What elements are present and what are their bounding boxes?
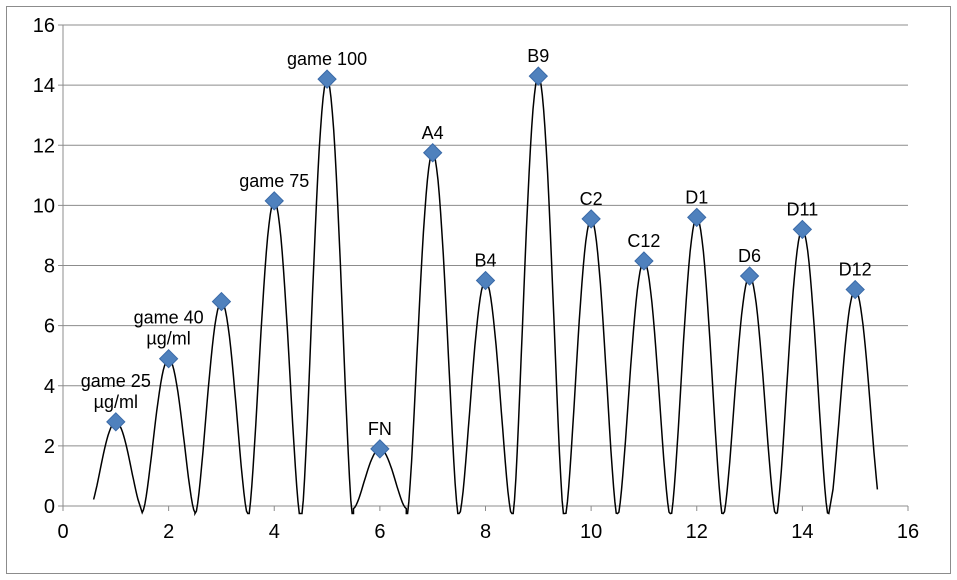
y-tick-label: 12	[33, 135, 55, 157]
data-point-marker	[687, 207, 707, 228]
data-point-marker	[264, 191, 284, 211]
data-label: D12	[839, 260, 872, 280]
x-tick-label: 12	[686, 521, 708, 543]
data-point-marker	[106, 412, 126, 432]
data-label: A4	[422, 123, 444, 143]
y-tick-label: 0	[44, 496, 55, 518]
data-label: B9	[527, 46, 549, 66]
data-label: D11	[787, 199, 819, 219]
x-tick-label: 6	[374, 521, 385, 543]
y-tick-label: 8	[44, 256, 55, 278]
data-label: µg/ml	[94, 392, 138, 412]
data-label: µg/ml	[146, 329, 190, 349]
y-tick-label: 16	[33, 15, 55, 37]
y-tick-label: 10	[33, 195, 55, 217]
data-point-marker	[792, 219, 813, 240]
data-point-marker	[634, 251, 654, 271]
x-tick-label: 16	[897, 521, 919, 543]
data-point-marker	[581, 209, 601, 229]
data-label: game 75	[239, 171, 309, 191]
series-line	[92, 74, 879, 517]
data-label: D1	[685, 187, 708, 207]
data-label: D6	[738, 246, 761, 266]
data-point-marker	[158, 348, 179, 369]
x-tick-label: 4	[269, 521, 280, 543]
x-tick-label: 8	[480, 521, 491, 543]
data-label: C2	[580, 189, 603, 209]
data-point-marker	[422, 143, 443, 163]
data-point-marker	[739, 266, 760, 286]
data-label: C12	[627, 231, 660, 251]
data-label: FN	[368, 419, 392, 439]
y-tick-label: 14	[33, 75, 55, 97]
data-label: game 40	[134, 308, 204, 328]
data-point-marker	[370, 439, 390, 459]
data-label: B4	[474, 251, 496, 271]
x-tick-label: 10	[580, 521, 602, 543]
y-tick-label: 6	[44, 316, 55, 338]
y-tick-label: 2	[44, 436, 55, 458]
x-tick-label: 14	[791, 521, 813, 543]
data-point-marker	[475, 270, 496, 291]
data-label: game 25	[81, 371, 151, 391]
data-point-marker	[845, 279, 865, 300]
data-point-marker	[317, 69, 337, 89]
data-label: game 100	[287, 49, 367, 69]
x-tick-label: 0	[57, 521, 68, 543]
y-tick-label: 4	[44, 376, 55, 398]
data-point-marker	[528, 66, 549, 86]
data-point-marker	[211, 291, 232, 312]
x-tick-label: 2	[163, 521, 174, 543]
